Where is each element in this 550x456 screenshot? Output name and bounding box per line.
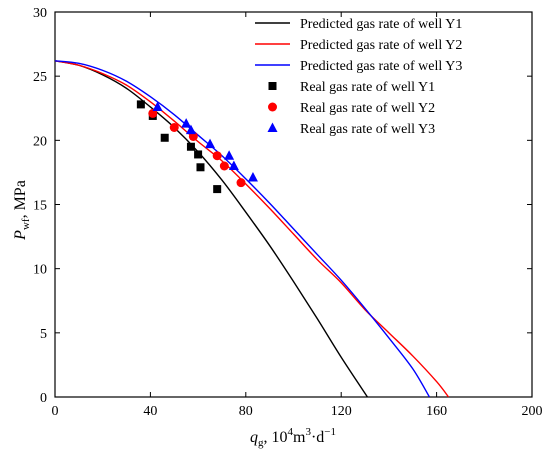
x-tick-label: 120: [331, 404, 352, 419]
legend-label: Predicted gas rate of well Y3: [300, 59, 462, 74]
y-tick-label: 10: [33, 263, 47, 278]
predicted-curves: [54, 60, 450, 398]
curve-predicted-gas-rate-of-well-y1: [54, 60, 369, 398]
point-real-gas-rate-of-well-y2: [236, 178, 246, 188]
x-tick-label: 80: [239, 404, 253, 419]
point-real-gas-rate-of-well-y3: [228, 160, 239, 170]
y-tick-label: 5: [40, 327, 47, 342]
point-real-gas-rate-of-well-y2: [219, 161, 229, 171]
legend-label: Predicted gas rate of well Y2: [300, 38, 462, 53]
point-real-gas-rate-of-well-y2: [148, 108, 158, 118]
point-real-gas-rate-of-well-y2: [188, 131, 198, 141]
point-real-gas-rate-of-well-y3: [205, 138, 216, 149]
legend-label: Real gas rate of well Y1: [300, 80, 435, 95]
point-real-gas-rate-of-well-y3: [152, 101, 163, 111]
axis-ticks: 0 40 80 120 160 200 0 5 10 15 20 25 30: [33, 6, 543, 419]
legend-label: Real gas rate of well Y2: [300, 101, 435, 116]
legend-label: Predicted gas rate of well Y1: [300, 17, 462, 32]
legend-marker: [268, 102, 277, 112]
point-real-gas-rate-of-well-y3: [247, 172, 258, 182]
x-tick-label: 160: [426, 404, 447, 419]
legend-marker: [268, 82, 277, 90]
y-tick-label: 25: [33, 70, 47, 85]
curve-predicted-gas-rate-of-well-y2: [54, 60, 450, 398]
point-real-gas-rate-of-well-y2: [169, 123, 179, 132]
point-real-gas-rate-of-well-y3: [224, 150, 235, 160]
point-real-gas-rate-of-well-y1: [160, 133, 169, 142]
y-tick-label: 20: [33, 134, 47, 149]
legend-marker: [267, 122, 278, 132]
point-real-gas-rate-of-well-y1: [136, 100, 145, 109]
y-tick-label: 30: [33, 6, 47, 21]
x-tick-label: 0: [52, 404, 59, 419]
point-real-gas-rate-of-well-y1: [196, 163, 205, 172]
legend: Predicted gas rate of well Y1 Predicted g…: [255, 17, 462, 137]
curve-predicted-gas-rate-of-well-y3: [54, 60, 431, 398]
x-tick-label: 40: [143, 404, 157, 419]
point-real-gas-rate-of-well-y3: [185, 124, 196, 135]
y-axis-title: Pwf, MPa: [12, 180, 32, 241]
x-tick-label: 200: [522, 404, 543, 419]
real-data-markers: [136, 100, 258, 194]
y-tick-label: 0: [40, 391, 47, 406]
y-tick-label: 15: [33, 199, 47, 214]
point-real-gas-rate-of-well-y1: [186, 142, 195, 151]
x-axis-title: qg, 104m3·d−1: [250, 426, 336, 449]
point-real-gas-rate-of-well-y3: [181, 118, 192, 128]
legend-label: Real gas rate of well Y3: [300, 122, 435, 137]
point-real-gas-rate-of-well-y1: [194, 150, 203, 159]
point-real-gas-rate-of-well-y1: [213, 185, 222, 194]
point-real-gas-rate-of-well-y2: [212, 151, 222, 161]
